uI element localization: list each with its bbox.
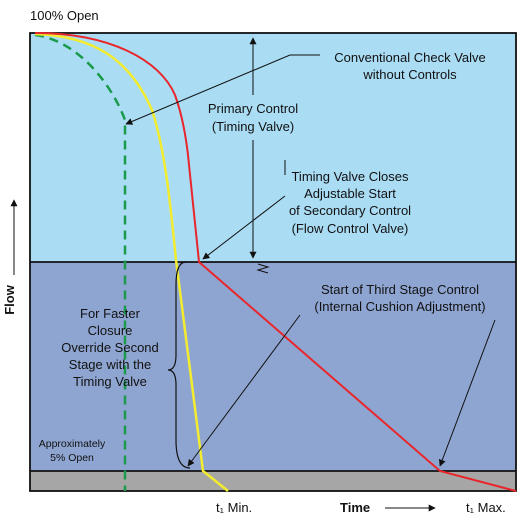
top-open-label: 100% Open (30, 8, 99, 23)
faster-label-line5: Timing Valve (73, 374, 147, 389)
timing-label-line3: of Secondary Control (289, 203, 411, 218)
time-axis-label: Time (340, 500, 370, 514)
faster-label-line3: Override Second (61, 340, 159, 355)
t1-min-label: t₁ Min. (216, 500, 252, 514)
primary-label-line2: (Timing Valve) (212, 119, 294, 134)
faster-label-line1: For Faster (80, 306, 141, 321)
conventional-label-line1: Conventional Check Valve (334, 50, 486, 65)
approx-label-line2: 5% Open (50, 452, 94, 464)
t1-max-label: t₁ Max. (466, 500, 506, 514)
final-stage-zone (30, 471, 516, 491)
third-label-line1: Start of Third Stage Control (321, 282, 479, 297)
timing-label-line4: (Flow Control Valve) (292, 221, 409, 236)
approx-label-line1: Approximately (39, 438, 106, 450)
timing-label-line1: Timing Valve Closes (291, 169, 409, 184)
faster-label-line2: Closure (88, 323, 133, 338)
primary-label-line1: Primary Control (208, 101, 298, 116)
timing-label-line2: Adjustable Start (304, 186, 396, 201)
conventional-label-line2: without Controls (362, 67, 457, 82)
faster-label-line4: Stage with the (69, 357, 151, 372)
flow-axis-label: Flow (2, 284, 17, 314)
third-label-line2: (Internal Cushion Adjustment) (314, 299, 485, 314)
